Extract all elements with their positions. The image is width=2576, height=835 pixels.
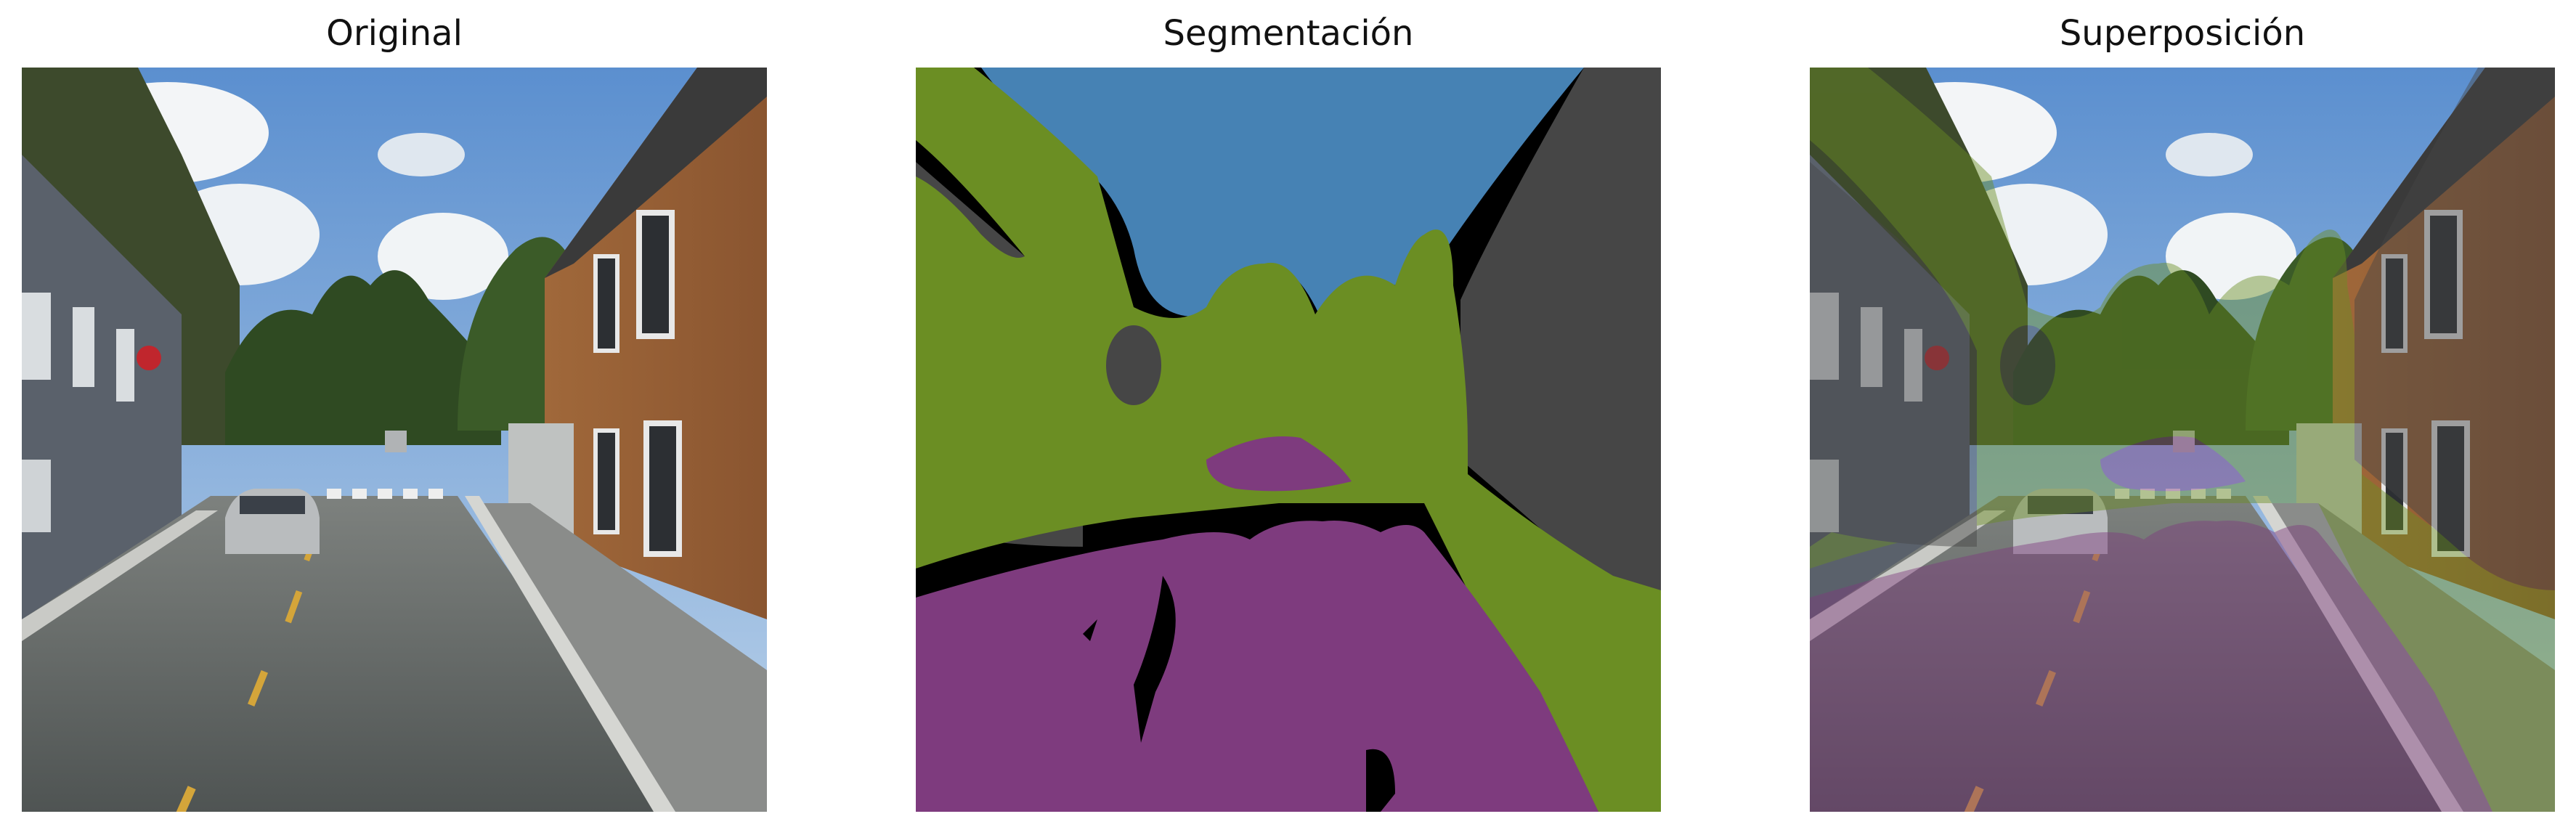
segmentation-mask	[916, 68, 1661, 812]
original-street-photo	[22, 68, 767, 812]
segmentation-image-panel	[916, 68, 1661, 812]
original-image-panel	[22, 68, 767, 812]
title-original: Original	[326, 13, 463, 54]
overlay-image-panel	[1810, 68, 2555, 812]
title-segmentation: Segmentación	[1163, 13, 1414, 54]
overlay-composite	[1810, 68, 2555, 812]
title-overlay: Superposición	[2059, 13, 2306, 54]
